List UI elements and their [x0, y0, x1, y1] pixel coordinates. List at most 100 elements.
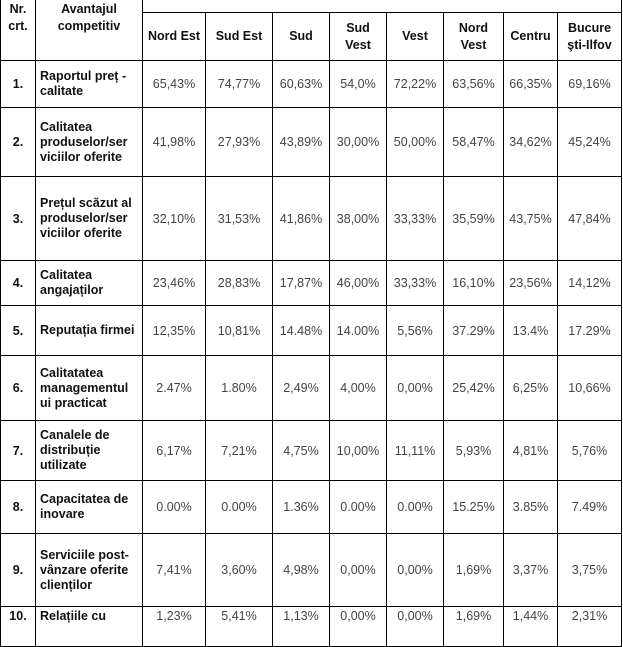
- value-cell: 43,89%: [272, 107, 330, 177]
- value-cell: 2.47%: [142, 355, 206, 421]
- value-cell: 0,00%: [386, 533, 444, 607]
- header-nr: Nr. crt.: [0, 0, 36, 61]
- header-regions-group: [142, 0, 622, 13]
- value-cell: 23,56%: [503, 260, 558, 306]
- row-number: 9.: [0, 533, 36, 607]
- value-cell: 3,37%: [503, 533, 558, 607]
- value-cell: 37.29%: [443, 305, 504, 356]
- value-cell: 25,42%: [443, 355, 504, 421]
- row-label: Prețul scăzut al produselor/ser viciilor…: [35, 176, 143, 261]
- table-row: 9. Serviciile post-vânzare oferite clienț…: [0, 533, 622, 607]
- value-cell: 2,49%: [272, 355, 330, 421]
- value-cell: 17.29%: [557, 305, 622, 356]
- value-cell: 10,00%: [329, 420, 387, 481]
- value-cell: 5,93%: [443, 420, 504, 481]
- row-label: Calitatea produselor/ser viciilor oferit…: [35, 107, 143, 177]
- value-cell: 74,77%: [205, 60, 273, 108]
- value-cell: 0,00%: [329, 606, 387, 647]
- header-region: Nord Est: [142, 12, 206, 61]
- table-row: 2. Calitatea produselor/ser viciilor ofer…: [0, 107, 622, 177]
- value-cell: 4,75%: [272, 420, 330, 481]
- value-cell: 1,23%: [142, 606, 206, 647]
- value-cell: 23,46%: [142, 260, 206, 306]
- value-cell: 11,11%: [386, 420, 444, 481]
- header-advantage: Avantajul competitiv: [35, 0, 143, 61]
- value-cell: 3,75%: [557, 533, 622, 607]
- row-label: Capacitatea de inovare: [35, 480, 143, 534]
- value-cell: 66,35%: [503, 60, 558, 108]
- value-cell: 15.25%: [443, 480, 504, 534]
- row-number: 8.: [0, 480, 36, 534]
- value-cell: 1.80%: [205, 355, 273, 421]
- value-cell: 1,44%: [503, 606, 558, 647]
- value-cell: 43,75%: [503, 176, 558, 261]
- value-cell: 6,25%: [503, 355, 558, 421]
- value-cell: 0.00%: [386, 480, 444, 534]
- row-label: Raportul preț - calitate: [35, 60, 143, 108]
- header-region: Centru: [503, 12, 558, 61]
- header-region: Sud Vest: [329, 12, 387, 61]
- value-cell: 0.00%: [142, 480, 206, 534]
- value-cell: 10,66%: [557, 355, 622, 421]
- value-cell: 1,69%: [443, 606, 504, 647]
- value-cell: 72,22%: [386, 60, 444, 108]
- value-cell: 6,17%: [142, 420, 206, 481]
- row-number: 5.: [0, 305, 36, 356]
- value-cell: 28,83%: [205, 260, 273, 306]
- value-cell: 13.4%: [503, 305, 558, 356]
- table-row: 5. Reputația firmei 12,35% 10,81% 14.48% 14.0…: [0, 305, 622, 356]
- value-cell: 32,10%: [142, 176, 206, 261]
- row-label: Reputația firmei: [35, 305, 143, 356]
- value-cell: 14.48%: [272, 305, 330, 356]
- value-cell: 5,76%: [557, 420, 622, 481]
- header-row-regions: Nord Est Sud Est Sud Sud Vest Vest Nord …: [1, 12, 622, 61]
- value-cell: 60,63%: [272, 60, 330, 108]
- value-cell: 14,12%: [557, 260, 622, 306]
- table-row: 10. Relațiile cu 1,23% 5,41% 1,13% 0,00% 0,00%…: [0, 606, 622, 647]
- value-cell: 5,41%: [205, 606, 273, 647]
- row-number: 1.: [0, 60, 36, 108]
- table-row: 3. Prețul scăzut al produselor/ser viciil…: [0, 176, 622, 261]
- value-cell: 7.49%: [557, 480, 622, 534]
- value-cell: 58,47%: [443, 107, 504, 177]
- value-cell: 63,56%: [443, 60, 504, 108]
- row-label: Serviciile post-vânzare oferite cliențil…: [35, 533, 143, 607]
- row-label: Relațiile cu: [35, 606, 143, 647]
- value-cell: 0,00%: [329, 533, 387, 607]
- value-cell: 30,00%: [329, 107, 387, 177]
- value-cell: 5,56%: [386, 305, 444, 356]
- value-cell: 41,98%: [142, 107, 206, 177]
- row-label: Calitatea angajaților: [35, 260, 143, 306]
- row-number: 4.: [0, 260, 36, 306]
- value-cell: 69,16%: [557, 60, 622, 108]
- value-cell: 0,00%: [386, 606, 444, 647]
- row-number: 6.: [0, 355, 36, 421]
- value-cell: 31,53%: [205, 176, 273, 261]
- header-region: Nord Vest: [443, 12, 504, 61]
- value-cell: 12,35%: [142, 305, 206, 356]
- table-row: 1. Raportul preț - calitate 65,43% 74,77% 60…: [0, 60, 622, 108]
- row-label: Calitatatea managementul ui practicat: [35, 355, 143, 421]
- header-region: Bucure şti-Ilfov: [557, 12, 622, 61]
- value-cell: 7,41%: [142, 533, 206, 607]
- value-cell: 35,59%: [443, 176, 504, 261]
- row-number: 2.: [0, 107, 36, 177]
- row-number: 10.: [0, 606, 36, 647]
- value-cell: 1,69%: [443, 533, 504, 607]
- value-cell: 54,0%: [329, 60, 387, 108]
- value-cell: 3.85%: [503, 480, 558, 534]
- value-cell: 34,62%: [503, 107, 558, 177]
- row-number: 7.: [0, 420, 36, 481]
- value-cell: 17,87%: [272, 260, 330, 306]
- value-cell: 7,21%: [205, 420, 273, 481]
- table-row: 7. Canalele de distribuție utilizate 6,17%…: [0, 420, 622, 481]
- header-row-top: Nr. crt. Avantajul competitiv: [0, 0, 622, 61]
- value-cell: 1,13%: [272, 606, 330, 647]
- value-cell: 14.00%: [329, 305, 387, 356]
- value-cell: 38,00%: [329, 176, 387, 261]
- value-cell: 33,33%: [386, 176, 444, 261]
- header-region: Vest: [386, 12, 444, 61]
- table-row: 8. Capacitatea de inovare 0.00% 0.00% 1.36% 0…: [0, 480, 622, 534]
- value-cell: 47,84%: [557, 176, 622, 261]
